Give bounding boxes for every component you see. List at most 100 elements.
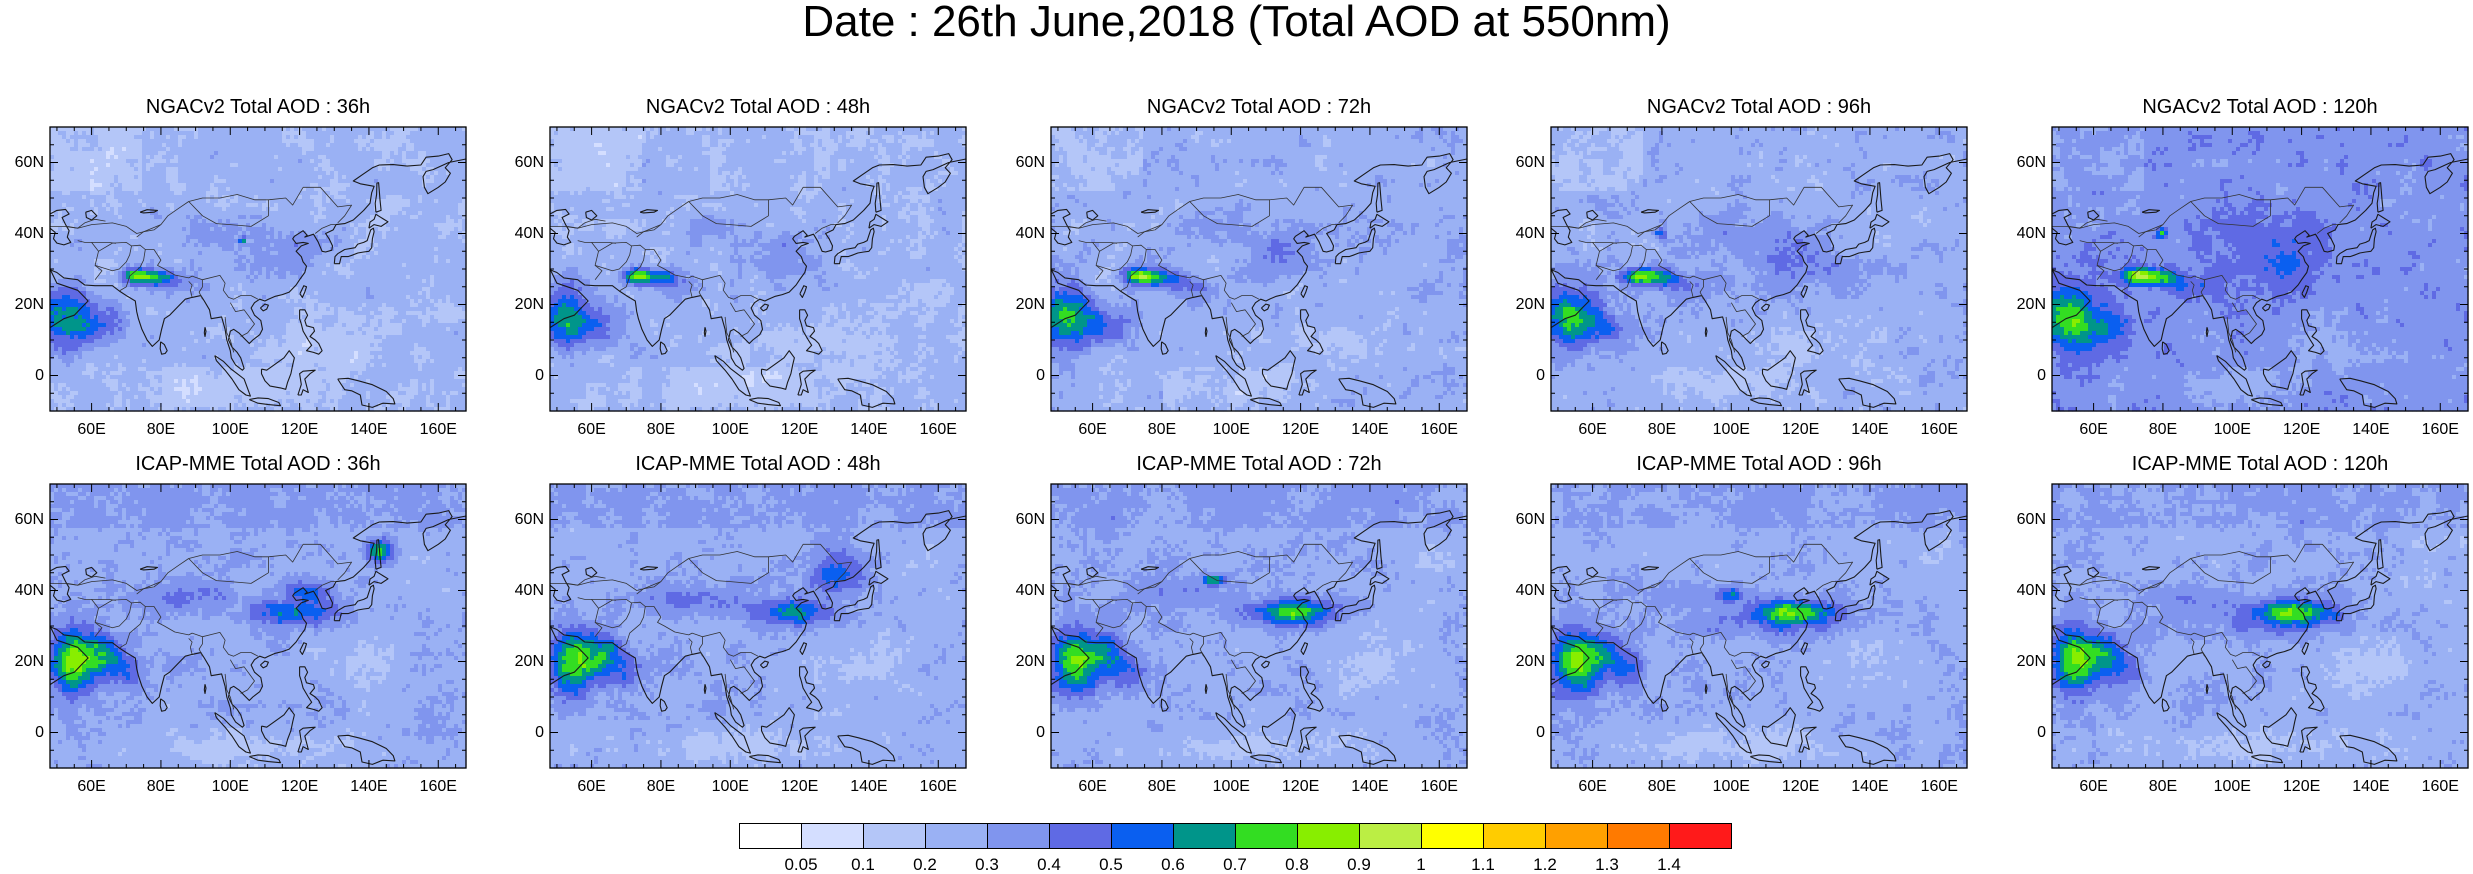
aod-map xyxy=(2006,452,2470,812)
lon-tick-label: 80E xyxy=(1637,422,1687,438)
lat-tick-label: 40N xyxy=(4,583,44,599)
lat-tick-label: 60N xyxy=(4,155,44,171)
colorbar-box xyxy=(863,823,926,849)
colorbar-label: 0.3 xyxy=(962,856,1012,874)
lat-tick-label: 20N xyxy=(1505,654,1545,670)
lat-tick-label: 0 xyxy=(1505,725,1545,741)
colorbar-label: 0.6 xyxy=(1148,856,1198,874)
colorbar-box xyxy=(1173,823,1236,849)
aod-field xyxy=(550,484,967,769)
lon-tick-label: 140E xyxy=(2346,422,2396,438)
aod-map xyxy=(4,452,468,812)
map-panel-icap-72h: ICAP-MME Total AOD : 72h 60N 40N 20N 0 60E 80E… xyxy=(1005,452,1469,812)
lat-tick-label: 60N xyxy=(504,155,544,171)
lon-tick-label: 80E xyxy=(1137,779,1187,795)
lat-tick-label: 40N xyxy=(504,583,544,599)
lon-tick-label: 160E xyxy=(2415,422,2465,438)
colorbar-box xyxy=(1235,823,1298,849)
lat-tick-label: 0 xyxy=(4,368,44,384)
lat-tick-label: 20N xyxy=(504,297,544,313)
lon-tick-label: 100E xyxy=(1206,779,1256,795)
lat-tick-label: 20N xyxy=(504,654,544,670)
colorbar-label: 0.7 xyxy=(1210,856,1260,874)
lon-tick-label: 120E xyxy=(775,779,825,795)
aod-field xyxy=(50,484,467,769)
colorbar-box xyxy=(1359,823,1422,849)
aod-map xyxy=(1505,452,1969,812)
lon-tick-label: 60E xyxy=(2069,779,2119,795)
colorbar-box xyxy=(739,823,802,849)
colorbar-box xyxy=(1049,823,1112,849)
colorbar-label: 0.4 xyxy=(1024,856,1074,874)
map-panel-ngac-96h: NGACv2 Total AOD : 96h 60N 40N 20N 0 60E 80E 10… xyxy=(1505,95,1969,455)
lat-tick-label: 0 xyxy=(504,368,544,384)
lon-tick-label: 80E xyxy=(636,779,686,795)
lat-tick-label: 60N xyxy=(1005,155,1045,171)
lon-tick-label: 160E xyxy=(1914,779,1964,795)
lon-tick-label: 140E xyxy=(1345,422,1395,438)
lon-tick-label: 100E xyxy=(705,779,755,795)
aod-map xyxy=(1505,95,1969,455)
lat-tick-label: 40N xyxy=(2006,583,2046,599)
aod-field xyxy=(1051,127,1468,412)
lat-tick-label: 40N xyxy=(1505,226,1545,242)
lat-tick-label: 0 xyxy=(1005,725,1045,741)
colorbar-box xyxy=(925,823,988,849)
colorbar-box xyxy=(1421,823,1484,849)
lon-tick-label: 100E xyxy=(205,422,255,438)
map-panel-ngac-72h: NGACv2 Total AOD : 72h 60N 40N 20N 0 60E 80E 10… xyxy=(1005,95,1469,455)
lon-tick-label: 120E xyxy=(1276,779,1326,795)
lat-tick-label: 60N xyxy=(2006,155,2046,171)
aod-field xyxy=(1051,484,1468,769)
lon-tick-label: 160E xyxy=(1414,422,1464,438)
aod-field xyxy=(2052,127,2469,412)
lat-tick-label: 40N xyxy=(1005,226,1045,242)
colorbar-label: 1.2 xyxy=(1520,856,1570,874)
lon-tick-label: 160E xyxy=(913,422,963,438)
aod-map xyxy=(4,95,468,455)
lon-tick-label: 120E xyxy=(775,422,825,438)
lon-tick-label: 80E xyxy=(636,422,686,438)
lat-tick-label: 60N xyxy=(2006,512,2046,528)
lon-tick-label: 160E xyxy=(2415,779,2465,795)
lat-tick-label: 40N xyxy=(2006,226,2046,242)
lat-tick-label: 0 xyxy=(504,725,544,741)
lat-tick-label: 0 xyxy=(1505,368,1545,384)
aod-field xyxy=(550,127,967,412)
lon-tick-label: 80E xyxy=(1137,422,1187,438)
colorbar-label: 0.05 xyxy=(776,856,826,874)
map-panel-ngac-120h: NGACv2 Total AOD : 120h 60N 40N 20N 0 60E 80E 1… xyxy=(2006,95,2470,455)
colorbar-box xyxy=(1297,823,1360,849)
colorbar-box xyxy=(1607,823,1670,849)
lon-tick-label: 100E xyxy=(1206,422,1256,438)
lat-tick-label: 40N xyxy=(1005,583,1045,599)
lon-tick-label: 60E xyxy=(1068,779,1118,795)
lon-tick-label: 80E xyxy=(1637,779,1687,795)
colorbar-label: 0.8 xyxy=(1272,856,1322,874)
lat-tick-label: 20N xyxy=(4,654,44,670)
map-panel-icap-36h: ICAP-MME Total AOD : 36h 60N 40N 20N 0 60E 80E… xyxy=(4,452,468,812)
colorbar-label: 1.1 xyxy=(1458,856,1508,874)
aod-map xyxy=(504,452,968,812)
lon-tick-label: 120E xyxy=(2277,779,2327,795)
lon-tick-label: 120E xyxy=(275,779,325,795)
map-panel-ngac-48h: NGACv2 Total AOD : 48h 60N 40N 20N 0 60E 80E 10… xyxy=(504,95,968,455)
lat-tick-label: 40N xyxy=(504,226,544,242)
colorbar-box xyxy=(1669,823,1732,849)
lat-tick-label: 20N xyxy=(4,297,44,313)
lon-tick-label: 140E xyxy=(2346,779,2396,795)
lon-tick-label: 140E xyxy=(844,779,894,795)
lon-tick-label: 100E xyxy=(1706,779,1756,795)
lon-tick-label: 60E xyxy=(567,422,617,438)
lon-tick-label: 140E xyxy=(344,422,394,438)
lon-tick-label: 120E xyxy=(1776,779,1826,795)
colorbar-label: 0.2 xyxy=(900,856,950,874)
lat-tick-label: 20N xyxy=(2006,654,2046,670)
lon-tick-label: 100E xyxy=(2207,779,2257,795)
colorbar-label: 1.3 xyxy=(1582,856,1632,874)
lat-tick-label: 40N xyxy=(1505,583,1545,599)
lon-tick-label: 80E xyxy=(136,422,186,438)
lat-tick-label: 20N xyxy=(1005,654,1045,670)
lon-tick-label: 100E xyxy=(205,779,255,795)
